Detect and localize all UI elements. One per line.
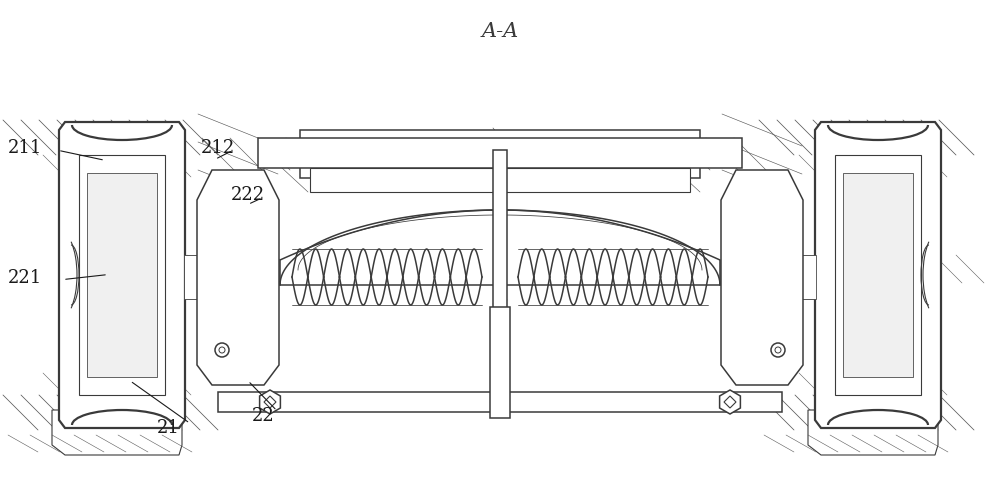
- Polygon shape: [300, 130, 700, 178]
- Text: 221: 221: [8, 269, 42, 287]
- Polygon shape: [493, 150, 507, 415]
- Circle shape: [775, 347, 781, 353]
- Circle shape: [771, 343, 785, 357]
- Polygon shape: [802, 255, 816, 299]
- Polygon shape: [720, 390, 740, 414]
- Polygon shape: [197, 170, 279, 385]
- Text: 21: 21: [157, 419, 179, 437]
- Polygon shape: [52, 410, 182, 455]
- Circle shape: [215, 343, 229, 357]
- Polygon shape: [218, 392, 782, 412]
- Text: 212: 212: [201, 139, 235, 157]
- Polygon shape: [260, 390, 280, 414]
- Text: 222: 222: [231, 186, 265, 204]
- Polygon shape: [843, 173, 913, 377]
- Polygon shape: [835, 155, 921, 395]
- Polygon shape: [310, 168, 690, 192]
- Text: 22: 22: [252, 407, 274, 425]
- Polygon shape: [258, 138, 742, 168]
- Polygon shape: [59, 122, 185, 428]
- Text: 211: 211: [8, 139, 42, 157]
- Polygon shape: [280, 210, 720, 285]
- Polygon shape: [79, 155, 165, 395]
- Polygon shape: [808, 410, 938, 455]
- Polygon shape: [724, 396, 736, 408]
- Polygon shape: [87, 173, 157, 377]
- Polygon shape: [721, 170, 803, 385]
- Text: A-A: A-A: [481, 22, 519, 41]
- Circle shape: [219, 347, 225, 353]
- Polygon shape: [815, 122, 941, 428]
- Polygon shape: [264, 396, 276, 408]
- Polygon shape: [184, 255, 198, 299]
- Polygon shape: [490, 307, 510, 418]
